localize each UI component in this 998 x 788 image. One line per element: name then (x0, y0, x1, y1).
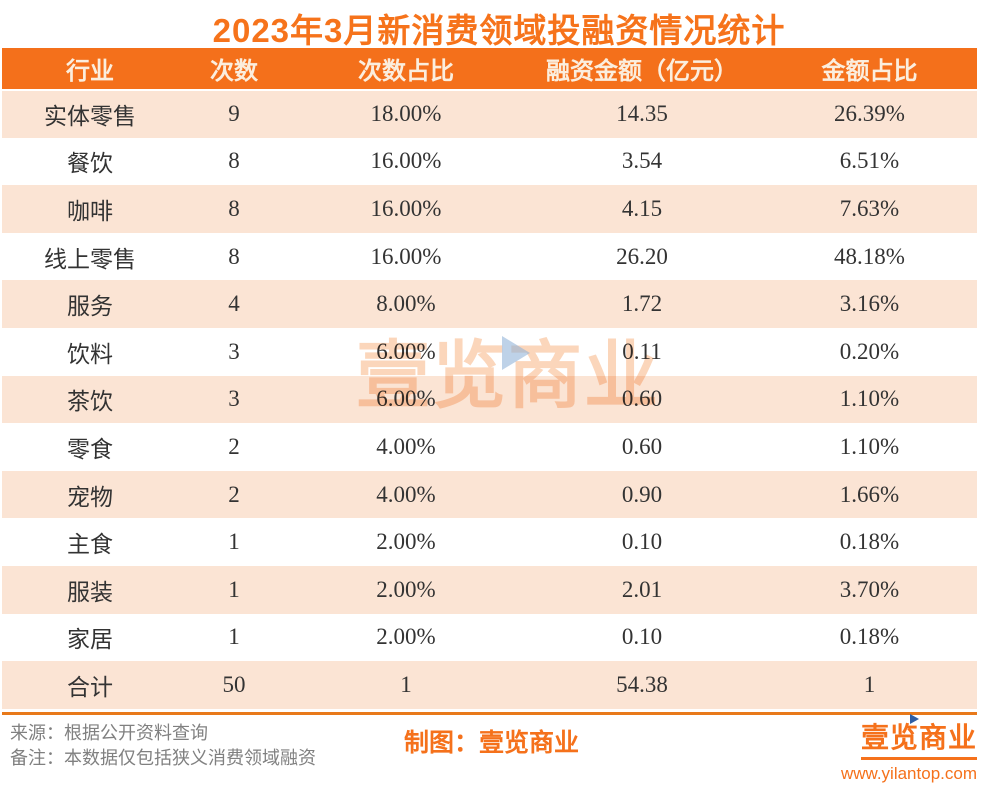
brand-logo: 壹览商业 www.yilantop.com (840, 714, 977, 784)
cell-amount: 14.35 (616, 101, 668, 127)
footer-divider (2, 712, 977, 715)
cell-count: 3 (228, 386, 240, 412)
table-row: 饮料 3 6.00% 0.11 0.20% (2, 328, 977, 376)
page-title: 2023年3月新消费领域投融资情况统计 (212, 12, 786, 49)
cell-industry: 咖啡 (67, 198, 113, 224)
note-text: 备注：本数据仅包括狭义消费领域融资 (10, 748, 316, 768)
cell-industry: 茶饮 (67, 389, 113, 415)
stats-table: 行业 次数 次数占比 融资金额（亿元） 金额占比 实体零售 9 18.00% 1… (2, 48, 977, 709)
table-row: 家居 1 2.00% 0.10 0.18% (2, 614, 977, 662)
cell-amount: 3.54 (621, 148, 663, 174)
cell-amount: 0.60 (621, 433, 663, 459)
table-row: 宠物 2 4.00% 0.90 1.66% (2, 470, 977, 519)
cell-count: 2 (228, 481, 240, 507)
brand-logo-text: 壹览商业 (860, 714, 977, 760)
cell-count-pct: 16.00% (370, 195, 442, 221)
cell-amount-pct: 0.18% (839, 529, 900, 555)
table-row: 服装 1 2.00% 2.01 3.70% (2, 565, 977, 614)
cell-count: 8 (228, 148, 240, 174)
cell-count: 3 (228, 338, 240, 364)
cell-count: 8 (228, 243, 240, 269)
table-row: 线上零售 8 16.00% 26.20 48.18% (2, 233, 977, 281)
play-icon (910, 714, 919, 724)
cell-industry: 服务 (67, 294, 113, 320)
cell-amount: 0.10 (621, 624, 663, 650)
header-cell-count: 次数 (178, 48, 290, 91)
table-row-total: 合计 50 1 54.38 1 (2, 661, 977, 709)
cell-amount-pct: 26.39% (834, 101, 905, 127)
table-row: 实体零售 9 18.00% 14.35 26.39% (2, 90, 977, 138)
cell-amount-pct: 1.66% (839, 481, 900, 507)
header-cell-amount-pct: 金额占比 (762, 48, 977, 91)
cell-count-pct: 4.00% (376, 481, 436, 507)
cell-amount-pct: 0.18% (839, 624, 900, 650)
header-cell-industry: 行业 (2, 48, 178, 91)
cell-count: 9 (228, 101, 240, 127)
cell-amount-pct: 0.20% (839, 338, 900, 364)
cell-count-pct: 18.00% (370, 101, 442, 127)
header-cell-count-pct: 次数占比 (290, 48, 522, 91)
cell-count: 1 (228, 529, 240, 555)
cell-amount: 0.60 (621, 386, 663, 412)
cell-amount: 4.15 (621, 195, 663, 221)
cell-amount-pct: 3.70% (839, 576, 900, 602)
cell-amount: 0.90 (621, 481, 663, 507)
cell-count-pct: 8.00% (376, 291, 436, 317)
cell-count: 4 (228, 291, 240, 317)
cell-industry: 线上零售 (44, 246, 136, 272)
cell-industry: 主食 (67, 532, 113, 558)
cell-count: 8 (228, 195, 240, 221)
cell-amount-pct: 1 (863, 671, 876, 697)
cell-industry: 零食 (67, 436, 113, 462)
cell-industry: 家居 (67, 627, 113, 653)
cell-industry: 饮料 (67, 341, 113, 367)
cell-amount: 0.11 (622, 338, 662, 364)
cell-industry: 服装 (67, 579, 113, 605)
website-text: www.yilantop.com (840, 764, 977, 783)
cell-industry: 实体零售 (44, 104, 136, 130)
cell-count-pct: 1 (400, 671, 412, 697)
cell-amount: 2.01 (621, 576, 663, 602)
cell-count: 50 (222, 671, 246, 697)
source-text: 来源：根据公开资料查询 (10, 723, 208, 743)
cell-amount-pct: 7.63% (839, 195, 900, 221)
table-row: 服务 4 8.00% 1.72 3.16% (2, 280, 977, 328)
cell-count: 2 (228, 433, 240, 459)
table-row: 茶饮 3 6.00% 0.60 1.10% (2, 375, 977, 424)
table-row: 主食 1 2.00% 0.10 0.18% (2, 518, 977, 566)
cell-amount-pct: 6.51% (839, 148, 900, 174)
cell-amount: 0.10 (621, 529, 663, 555)
cell-amount: 1.72 (621, 291, 663, 317)
cell-count-pct: 6.00% (376, 338, 436, 364)
cell-count-pct: 16.00% (370, 148, 442, 174)
table-row: 餐饮 8 16.00% 3.54 6.51% (2, 138, 977, 186)
cell-count-pct: 2.00% (376, 576, 436, 602)
cell-industry: 餐饮 (67, 151, 113, 177)
cell-amount: 54.38 (616, 671, 668, 697)
cell-count: 1 (228, 576, 240, 602)
brand-logo-label: 壹览商业 (860, 722, 977, 753)
cell-count-pct: 4.00% (376, 433, 436, 459)
cell-count-pct: 6.00% (376, 386, 436, 412)
credit-text: 制图：壹览商业 (404, 729, 580, 757)
table-row: 零食 2 4.00% 0.60 1.10% (2, 423, 977, 471)
cell-industry: 合计 (67, 674, 113, 700)
cell-industry: 宠物 (67, 484, 113, 510)
cell-count: 1 (228, 624, 240, 650)
cell-amount-pct: 1.10% (839, 433, 900, 459)
cell-count-pct: 16.00% (370, 243, 442, 269)
table-header-row: 行业 次数 次数占比 融资金额（亿元） 金额占比 (2, 48, 977, 91)
cell-count-pct: 2.00% (376, 529, 436, 555)
cell-count-pct: 2.00% (376, 624, 436, 650)
cell-amount: 26.20 (616, 243, 668, 269)
header-cell-amount: 融资金额（亿元） (522, 48, 762, 91)
cell-amount-pct: 1.10% (839, 386, 900, 412)
cell-amount-pct: 3.16% (839, 291, 900, 317)
cell-amount-pct: 48.18% (834, 243, 905, 269)
stats-table-container: 行业 次数 次数占比 融资金额（亿元） 金额占比 实体零售 9 18.00% 1… (2, 48, 977, 709)
table-row: 咖啡 8 16.00% 4.15 7.63% (2, 185, 977, 233)
